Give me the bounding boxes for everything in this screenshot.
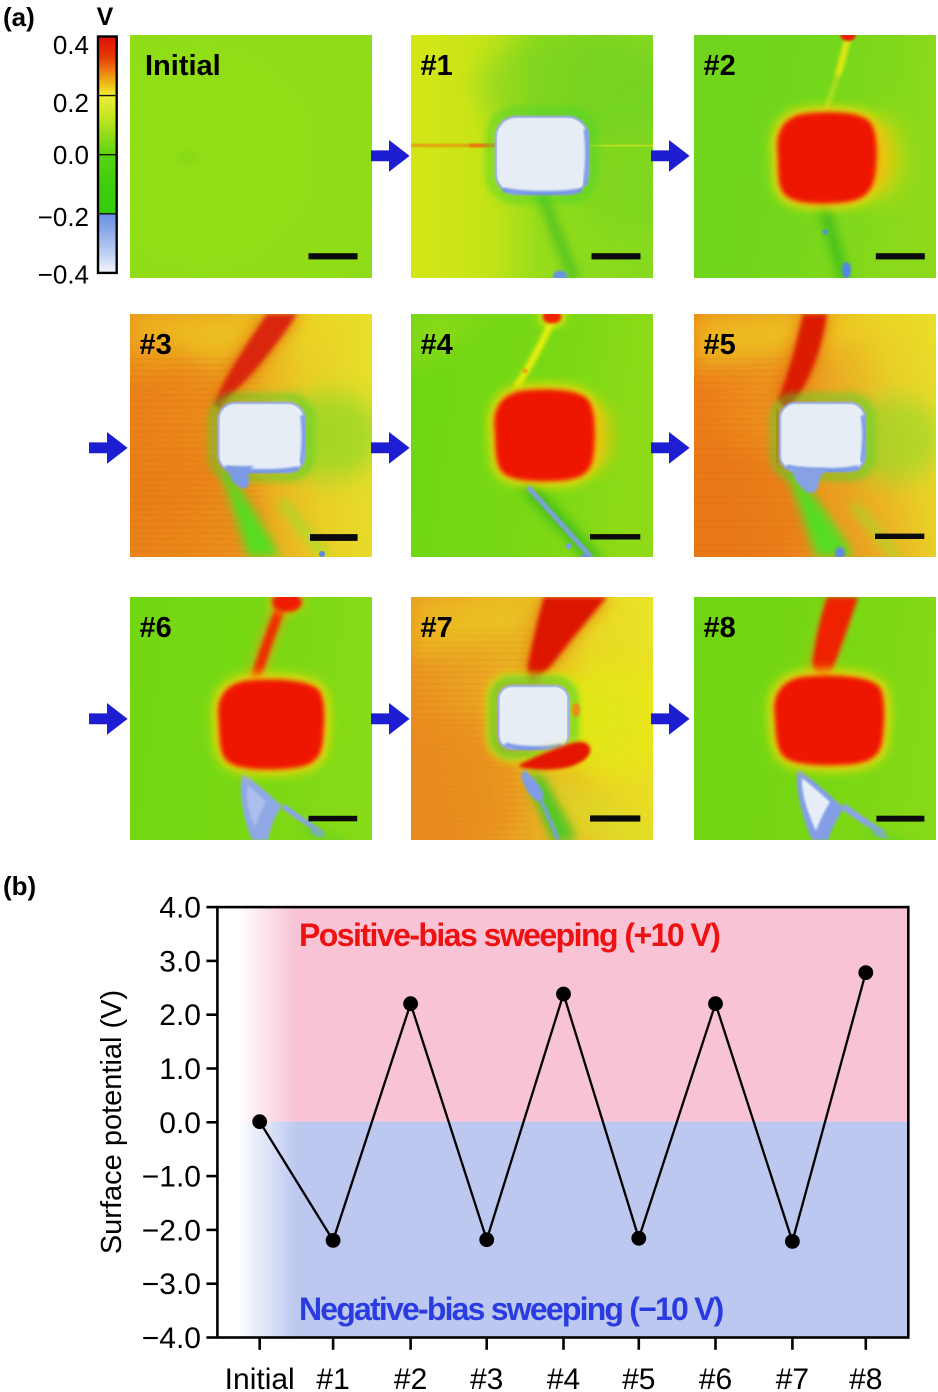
svg-text:#1: #1 [316,1363,349,1392]
svg-text:#2: #2 [703,50,735,82]
svg-text:−0.2: −0.2 [38,202,89,232]
svg-text:−0.4: −0.4 [38,260,89,290]
svg-text:3.0: 3.0 [159,945,201,978]
svg-text:#6: #6 [140,612,172,644]
svg-text:#7: #7 [421,612,453,644]
svg-text:−1.0: −1.0 [142,1161,201,1194]
svg-text:−2.0: −2.0 [142,1214,201,1247]
svg-text:#5: #5 [622,1363,655,1392]
svg-text:#3: #3 [140,329,172,361]
svg-text:−3.0: −3.0 [142,1268,201,1301]
svg-text:Positive-bias sweeping (+10 V): Positive-bias sweeping (+10 V) [299,917,720,953]
svg-text:V: V [97,3,114,31]
svg-text:−4.0: −4.0 [142,1322,201,1355]
svg-text:0.0: 0.0 [53,140,89,170]
svg-text:#7: #7 [776,1363,809,1392]
svg-text:Negative-bias sweeping (−10 V): Negative-bias sweeping (−10 V) [299,1291,724,1327]
svg-text:#5: #5 [703,329,735,361]
svg-text:#8: #8 [703,612,735,644]
svg-text:Initial: Initial [145,50,221,82]
svg-text:1.0: 1.0 [159,1053,201,1086]
svg-text:#6: #6 [699,1363,732,1392]
svg-text:Initial: Initial [225,1363,295,1392]
svg-text:#8: #8 [849,1363,882,1392]
svg-text:2.0: 2.0 [159,999,201,1032]
svg-text:#1: #1 [421,50,453,82]
svg-text:Surface potential (V): Surface potential (V) [96,990,128,1254]
svg-text:0.2: 0.2 [53,88,89,118]
svg-text:0.4: 0.4 [53,30,89,60]
svg-text:#3: #3 [470,1363,503,1392]
svg-text:#4: #4 [421,329,453,361]
svg-text:4.0: 4.0 [159,892,201,925]
svg-text:#2: #2 [394,1363,427,1392]
svg-text:0.0: 0.0 [159,1107,201,1140]
svg-text:#4: #4 [547,1363,580,1392]
